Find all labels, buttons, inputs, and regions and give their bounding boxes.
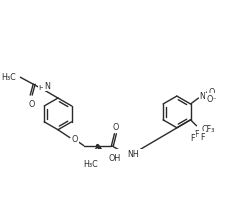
Text: O⁻: O⁻ — [206, 94, 217, 103]
Text: OH: OH — [109, 153, 121, 162]
Text: O: O — [208, 87, 215, 96]
Text: ⁺: ⁺ — [206, 89, 209, 95]
Text: O: O — [72, 134, 78, 143]
Text: CF₃: CF₃ — [202, 125, 215, 134]
Text: NH: NH — [127, 149, 139, 158]
Text: N: N — [44, 82, 50, 91]
Text: O: O — [28, 100, 34, 109]
Text: O: O — [112, 122, 119, 131]
Text: H: H — [39, 85, 44, 91]
Text: H₃C: H₃C — [2, 72, 16, 81]
Text: F: F — [190, 133, 195, 142]
Text: F: F — [200, 133, 205, 141]
Text: F: F — [194, 130, 199, 139]
Text: N: N — [199, 91, 205, 100]
Text: H₃C: H₃C — [83, 160, 98, 169]
